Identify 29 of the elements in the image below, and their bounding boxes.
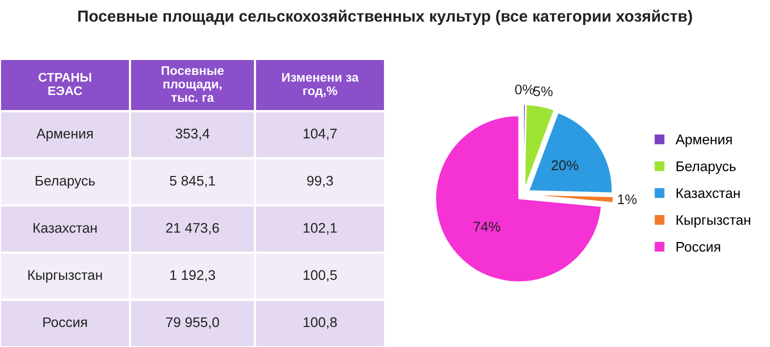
data-label: 1% bbox=[618, 194, 637, 204]
text: 99,3 bbox=[307, 176, 333, 188]
legend-label: Беларусь bbox=[676, 162, 736, 174]
text: Посевные площади, тыс. га bbox=[162, 66, 224, 102]
text: СТРАНЫ ЕЭАС bbox=[38, 72, 92, 96]
text: Беларусь bbox=[36, 176, 95, 188]
legend-label: Казахстан bbox=[676, 188, 740, 198]
text: Изменени за год,% bbox=[282, 72, 359, 98]
text: 79 955,0 bbox=[166, 317, 219, 329]
text: 21 473,6 bbox=[166, 222, 219, 234]
legend-label: Армения bbox=[676, 134, 732, 148]
text: 100,8 bbox=[304, 317, 337, 329]
data-label: 74% bbox=[474, 222, 500, 232]
text: Посевные площади сельскохозяйственных культур (все категории хозяйств) bbox=[78, 10, 692, 25]
data-label: 5% bbox=[534, 86, 553, 96]
text: Россия bbox=[43, 317, 87, 328]
text: 102,1 bbox=[304, 222, 337, 234]
text: 104,7 bbox=[304, 128, 337, 140]
text: 100,5 bbox=[304, 270, 337, 282]
data-label: 20% bbox=[552, 160, 578, 170]
text: 1 192,3 bbox=[170, 270, 216, 282]
text: 353,4 bbox=[176, 128, 210, 140]
legend-label: Кыргызстан bbox=[676, 215, 750, 228]
text: Армения bbox=[36, 128, 93, 142]
text: Кыргызстан bbox=[28, 270, 102, 283]
text: 5 845,1 bbox=[170, 176, 215, 188]
data-label: 0% bbox=[515, 84, 534, 94]
legend-label: Россия bbox=[676, 242, 720, 252]
text: Казахстан bbox=[34, 223, 97, 233]
